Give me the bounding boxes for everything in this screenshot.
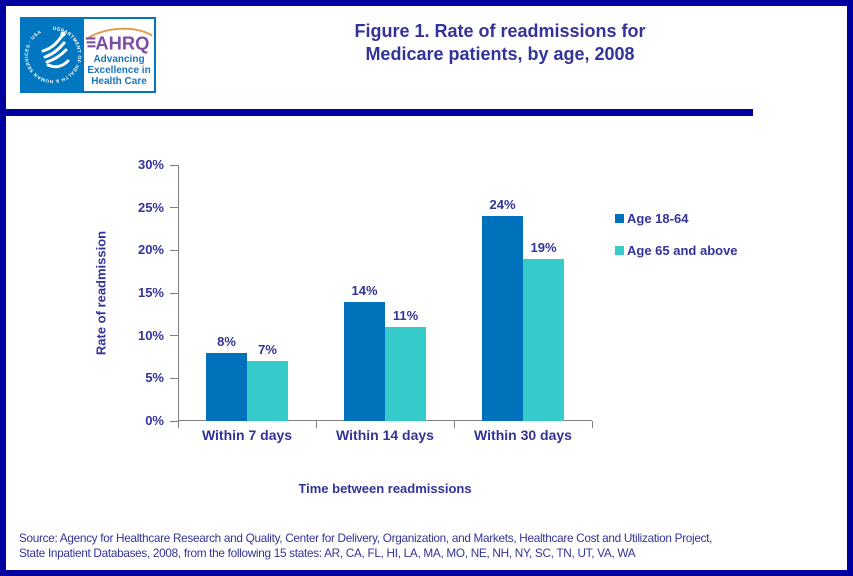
bar-value-label: 24% — [489, 197, 516, 213]
bar-value-label: 7% — [258, 342, 277, 358]
header-divider — [0, 109, 753, 116]
legend-swatch-icon — [615, 245, 624, 255]
y-tick — [170, 420, 178, 422]
bar — [523, 258, 564, 421]
y-tick — [170, 164, 178, 166]
bar — [206, 352, 247, 421]
y-tick-label: 30% — [137, 157, 164, 172]
y-axis-title: Rate of readmission — [93, 230, 109, 356]
bar — [482, 216, 523, 421]
bar-value-label: 14% — [351, 282, 378, 298]
category-label: Within 30 days — [474, 427, 572, 443]
legend: Age 18-64 Age 65 and above — [615, 210, 738, 274]
ahrq-wordmark: AHRQ Advancing Excellence in Health Care — [84, 19, 154, 91]
bar-value-label: 19% — [530, 239, 557, 255]
y-tick — [170, 377, 178, 379]
figure-title-line2: Medicare patients, by age, 2008 — [365, 44, 635, 64]
hhs-eagle-icon: DEPARTMENT OF HEALTH & HUMAN SERVICES · … — [24, 26, 82, 84]
x-tick — [454, 421, 455, 428]
y-tick-label: 10% — [137, 327, 164, 343]
y-tick-label: 0% — [145, 413, 164, 428]
y-tick-label: 15% — [137, 285, 164, 300]
y-tick — [170, 249, 178, 251]
ahrq-abbr-text: AHRQ — [95, 32, 149, 53]
tagline-line: Excellence in — [87, 64, 151, 76]
legend-item: Age 65 and above — [615, 242, 738, 258]
legend-label: Age 18-64 — [627, 210, 689, 226]
bar-value-label: 8% — [217, 333, 236, 349]
bar-value-label: 11% — [392, 308, 419, 324]
ahrq-logo-icon: AHRQ — [85, 27, 153, 53]
x-tick — [316, 421, 317, 428]
legend-swatch-icon — [615, 213, 624, 223]
bar — [247, 361, 288, 421]
ahrq-tagline: Advancing Excellence in Health Care — [87, 54, 150, 87]
figure-title: Figure 1. Rate of readmissions for Medic… — [170, 20, 830, 66]
y-tick-label: 25% — [137, 199, 164, 215]
y-tick — [170, 292, 178, 294]
hhs-seal: DEPARTMENT OF HEALTH & HUMAN SERVICES · … — [22, 19, 84, 91]
x-tick — [178, 421, 179, 428]
figure-title-line1: Figure 1. Rate of readmissions for — [354, 21, 646, 41]
ahrq-hhs-logo: DEPARTMENT OF HEALTH & HUMAN SERVICES · … — [20, 17, 156, 93]
y-tick — [170, 335, 178, 337]
tagline-line: Health Care — [91, 75, 147, 87]
x-axis-title: Time between readmissions — [298, 481, 472, 496]
legend-label: Age 65 and above — [627, 242, 738, 258]
legend-item: Age 18-64 — [615, 210, 738, 226]
category-label: Within 7 days — [201, 427, 293, 443]
source-line1: Source: Agency for Healthcare Research a… — [19, 531, 713, 545]
bar — [344, 301, 385, 421]
x-tick — [592, 421, 593, 428]
y-tick-label: 20% — [137, 242, 164, 258]
y-tick — [170, 207, 178, 209]
source-line2: State Inpatient Databases, 2008, from th… — [19, 546, 636, 560]
tagline-line: Advancing — [93, 53, 145, 65]
y-tick-label: 5% — [145, 370, 164, 386]
source-note: Source: Agency for Healthcare Research a… — [19, 531, 813, 561]
category-label: Within 14 days — [336, 427, 434, 443]
bar — [385, 327, 426, 421]
